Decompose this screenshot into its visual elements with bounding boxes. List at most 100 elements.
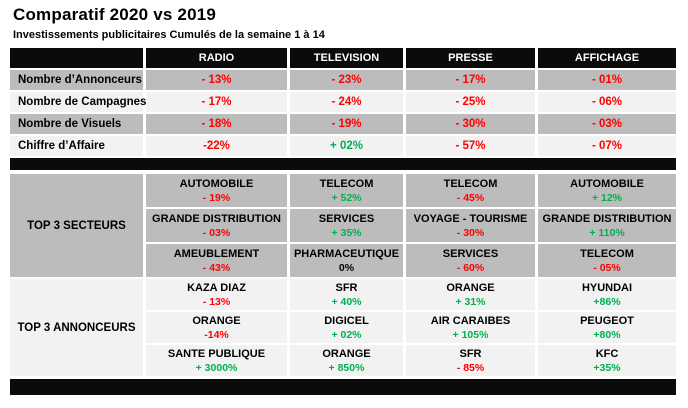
- metric-value: - 01%: [538, 70, 676, 90]
- metric-value: - 23%: [290, 70, 403, 90]
- table-header-row: RADIO TELEVISION PRESSE AFFICHAGE: [10, 48, 676, 68]
- sector-cell: TELECOM - 05%: [538, 244, 676, 277]
- column-header-affichage: AFFICHAGE: [538, 48, 676, 68]
- sector-name: TELECOM: [580, 247, 634, 260]
- advertiser-cell: SANTE PUBLIQUE + 3000%: [146, 345, 287, 376]
- section-label-annonceurs: TOP 3 ANNONCEURS: [10, 279, 143, 376]
- sector-name: VOYAGE - TOURISME: [413, 212, 528, 225]
- advertiser-name: HYUNDAI: [581, 281, 633, 294]
- separator-band: [10, 158, 676, 170]
- metric-label: Nombre d’Annonceurs: [10, 70, 143, 90]
- metric-value: + 02%: [290, 136, 403, 156]
- advertiser-value: +80%: [593, 328, 621, 341]
- advertiser-name: DIGICEL: [324, 314, 369, 327]
- sector-cell: TELECOM + 52%: [290, 174, 403, 207]
- advertiser-name: SFR: [335, 281, 358, 294]
- sector-name: SERVICES: [318, 212, 375, 225]
- metric-value: - 57%: [406, 136, 535, 156]
- sector-cell: AUTOMOBILE + 12%: [538, 174, 676, 207]
- sector-name: AUTOMOBILE: [179, 177, 254, 190]
- sector-name: TELECOM: [443, 177, 498, 190]
- sector-name: GRANDE DISTRIBUTION: [152, 212, 281, 225]
- metric-value: - 13%: [146, 70, 287, 90]
- advertiser-name: ORANGE: [322, 347, 371, 360]
- sector-cell: SERVICES + 35%: [290, 209, 403, 242]
- advertiser-cell: KAZA DIAZ - 13%: [146, 279, 287, 310]
- column-header-television: TELEVISION: [290, 48, 403, 68]
- sector-value: + 110%: [589, 226, 625, 239]
- sector-cell: VOYAGE - TOURISME - 30%: [406, 209, 535, 242]
- advertiser-name: ORANGE: [446, 281, 495, 294]
- sector-name: SERVICES: [442, 247, 499, 260]
- advertiser-cell: SFR - 85%: [406, 345, 535, 376]
- footer-band: [10, 379, 676, 395]
- metric-value: - 06%: [538, 92, 676, 112]
- page-title: Comparatif 2020 vs 2019: [13, 5, 217, 24]
- top3-annonceurs-section: TOP 3 ANNONCEURS KAZA DIAZ - 13% SFR + 4…: [10, 279, 676, 376]
- sector-name: AMEUBLEMENT: [173, 247, 260, 260]
- advertiser-value: -14%: [204, 328, 229, 341]
- table-row: Nombre de Campagnes - 17% - 24% - 25% - …: [10, 92, 676, 112]
- sector-name: GRANDE DISTRIBUTION: [542, 212, 672, 225]
- top3-secteurs-section: TOP 3 SECTEURS AUTOMOBILE - 19% TELECOM …: [10, 174, 676, 277]
- metric-value: - 03%: [538, 114, 676, 134]
- page-subtitle: Investissements publicitaires Cumulés de…: [13, 29, 325, 41]
- advertiser-name: SFR: [459, 347, 482, 360]
- sector-cell: TELECOM - 45%: [406, 174, 535, 207]
- sector-value: - 45%: [456, 191, 485, 204]
- advertiser-cell: AIR CARAIBES + 105%: [406, 312, 535, 343]
- advertiser-value: +35%: [593, 361, 621, 374]
- sector-value: - 30%: [456, 226, 485, 239]
- advertiser-cell: ORANGE -14%: [146, 312, 287, 343]
- advertiser-value: + 850%: [328, 361, 365, 374]
- metric-label: Nombre de Campagnes: [10, 92, 146, 112]
- sector-cell: AUTOMOBILE - 19%: [146, 174, 287, 207]
- sector-value: - 60%: [456, 261, 485, 274]
- sector-cell: GRANDE DISTRIBUTION - 03%: [146, 209, 287, 242]
- sector-name: AUTOMOBILE: [570, 177, 644, 190]
- sector-value: - 03%: [202, 226, 231, 239]
- sector-value: + 52%: [331, 191, 362, 204]
- comparison-table: RADIO TELEVISION PRESSE AFFICHAGE Nombre…: [10, 48, 676, 395]
- table-row: Chiffre d’Affaire -22% + 02% - 57% - 07%: [10, 136, 676, 156]
- advertiser-value: + 31%: [455, 295, 486, 308]
- advertiser-cell: ORANGE + 850%: [290, 345, 403, 376]
- metric-value: - 18%: [146, 114, 287, 134]
- sector-name: TELECOM: [319, 177, 374, 190]
- metric-value: - 25%: [406, 92, 535, 112]
- advertiser-name: PEUGEOT: [580, 314, 634, 327]
- sector-value: - 05%: [593, 261, 621, 274]
- advertiser-name: KFC: [595, 347, 619, 360]
- advertiser-cell: ORANGE + 31%: [406, 279, 535, 310]
- section-label-secteurs: TOP 3 SECTEURS: [10, 174, 143, 277]
- metric-value: - 30%: [406, 114, 535, 134]
- sector-name: PHARMACEUTIQUE: [293, 247, 400, 260]
- advertiser-name: AIR CARAIBES: [430, 314, 511, 327]
- advertiser-cell: KFC +35%: [538, 345, 676, 376]
- advertiser-value: - 85%: [456, 361, 485, 374]
- sector-value: - 43%: [202, 261, 231, 274]
- sector-cell: GRANDE DISTRIBUTION + 110%: [538, 209, 676, 242]
- header-corner-cell: [10, 48, 143, 68]
- sector-value: + 35%: [331, 226, 362, 239]
- metric-label: Nombre de Visuels: [10, 114, 143, 134]
- advertiser-name: KAZA DIAZ: [187, 281, 246, 294]
- advertiser-name: ORANGE: [192, 314, 241, 327]
- advertiser-value: + 105%: [452, 328, 489, 341]
- column-header-radio: RADIO: [146, 48, 287, 68]
- metric-value: - 24%: [290, 92, 403, 112]
- sector-value: 0%: [338, 261, 355, 274]
- advertiser-value: + 02%: [331, 328, 362, 341]
- metric-value: - 17%: [146, 92, 287, 112]
- table-row: Nombre de Visuels - 18% - 19% - 30% - 03…: [10, 114, 676, 134]
- metric-value: - 17%: [406, 70, 535, 90]
- sector-value: - 19%: [202, 191, 231, 204]
- advertiser-name: SANTE PUBLIQUE: [167, 347, 266, 360]
- table-row: Nombre d’Annonceurs - 13% - 23% - 17% - …: [10, 70, 676, 90]
- advertiser-value: + 40%: [331, 295, 362, 308]
- metric-label: Chiffre d’Affaire: [10, 136, 143, 156]
- sector-cell: PHARMACEUTIQUE 0%: [290, 244, 403, 277]
- column-header-presse: PRESSE: [406, 48, 535, 68]
- advertiser-value: - 13%: [202, 295, 231, 308]
